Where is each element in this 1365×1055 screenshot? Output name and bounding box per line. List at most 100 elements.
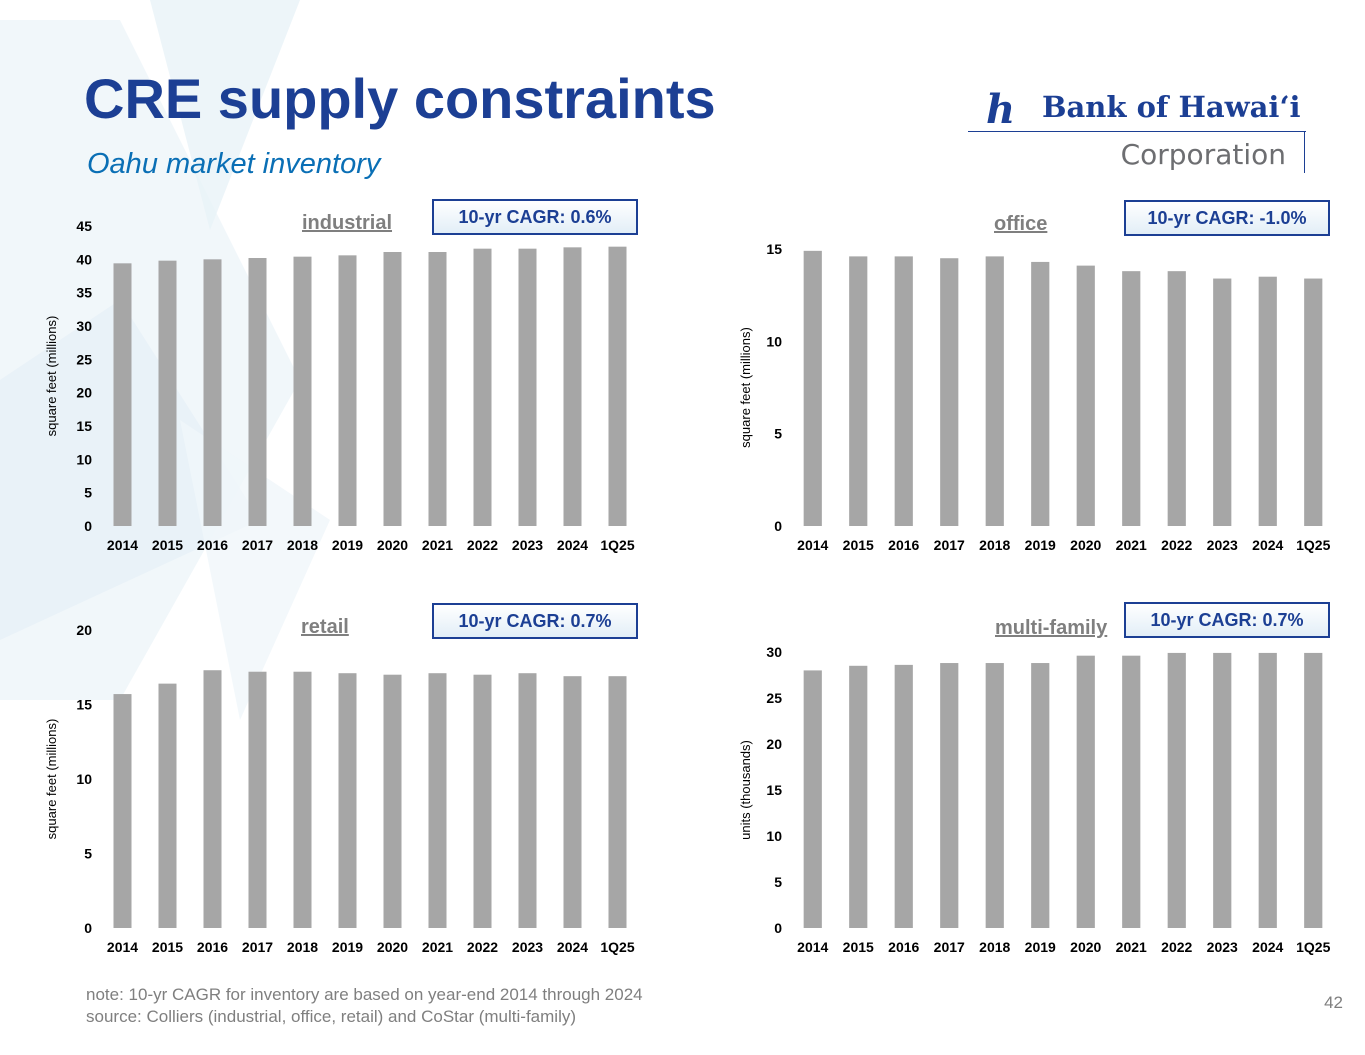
logo-name: Bank of Hawaiʻi <box>1042 90 1301 124</box>
y-tick-label: 10 <box>76 771 92 787</box>
y-tick-label: 40 <box>76 251 92 267</box>
x-tick-label: 2024 <box>1252 939 1283 955</box>
x-tick-label: 2022 <box>467 537 498 553</box>
x-tick-label: 2014 <box>107 939 138 955</box>
x-tick-label: 2019 <box>1025 537 1056 553</box>
x-tick-label: 2023 <box>1207 939 1238 955</box>
bar-office-2017 <box>940 258 959 526</box>
y-tick-label: 20 <box>766 736 782 752</box>
bar-industrial-2018 <box>293 256 312 526</box>
bar-industrial-2023 <box>518 248 537 526</box>
x-tick-label: 2016 <box>197 939 228 955</box>
y-tick-label: 30 <box>766 644 782 660</box>
y-tick-label: 5 <box>84 485 92 501</box>
bar-multifamily-2022 <box>1167 652 1186 928</box>
x-tick-label: 2017 <box>242 537 273 553</box>
chart-retail-cagr-badge: 10-yr CAGR: 0.7% <box>432 603 638 639</box>
bar-office-2020 <box>1076 265 1095 526</box>
x-tick-label: 2021 <box>1116 537 1147 553</box>
bar-office-2023 <box>1213 278 1232 526</box>
chart-multifamily-cagr-badge: 10-yr CAGR: 0.7% <box>1124 602 1330 638</box>
x-tick-label: 2016 <box>888 939 919 955</box>
bar-office-2022 <box>1167 271 1186 526</box>
footnote: note: 10-yr CAGR for inventory are based… <box>86 984 643 1028</box>
bar-industrial-2024 <box>563 247 582 527</box>
bar-office-2019 <box>1031 261 1050 526</box>
x-tick-label: 2019 <box>332 537 363 553</box>
x-tick-label: 2015 <box>152 939 183 955</box>
bar-office-2014 <box>803 250 822 526</box>
bar-office-2018 <box>985 256 1004 526</box>
chart-office-plot: 0 5 10 15 square feet (millions) 2014 2015 2016… <box>738 241 1331 553</box>
bar-multifamily-2015 <box>849 665 868 928</box>
x-tick-label: 2015 <box>152 537 183 553</box>
y-axis-label: units (thousands) <box>738 740 753 840</box>
bar-multifamily-2024 <box>1258 652 1277 928</box>
bar-industrial-2016 <box>203 259 222 526</box>
y-tick-label: 15 <box>76 418 92 434</box>
bar-office-2021 <box>1122 271 1141 526</box>
bar-retail-2020 <box>383 674 402 928</box>
page-title: CRE supply constraints <box>84 67 716 130</box>
bar-industrial-2021 <box>428 252 447 526</box>
logo-corporation: Corporation <box>1120 138 1286 171</box>
chart-retail-plot: 0 5 10 15 20 square feet (millions) 2014 2015 20… <box>44 622 635 955</box>
bar-industrial-2022 <box>473 248 492 526</box>
y-tick-label: 15 <box>766 241 782 257</box>
x-tick-label: 2021 <box>422 939 453 955</box>
y-axis-label: square feet (millions) <box>738 327 753 448</box>
bar-industrial-2014 <box>113 263 132 526</box>
bar-office-2015 <box>849 256 868 526</box>
x-tick-label: 2018 <box>979 939 1010 955</box>
x-tick-label: 1Q25 <box>600 939 634 955</box>
x-tick-label: 2019 <box>1025 939 1056 955</box>
y-tick-label: 5 <box>774 874 782 890</box>
x-tick-label: 2020 <box>1070 537 1101 553</box>
y-tick-label: 20 <box>76 385 92 401</box>
x-tick-label: 2015 <box>843 537 874 553</box>
bar-retail-2022 <box>473 674 492 928</box>
bar-multifamily-2014 <box>803 670 822 928</box>
x-tick-label: 2020 <box>1070 939 1101 955</box>
bar-retail-2015 <box>158 683 177 928</box>
x-tick-label: 2024 <box>1252 537 1283 553</box>
bar-retail-2016 <box>203 670 222 928</box>
page-subtitle: Oahu market inventory <box>87 148 381 180</box>
footnote-source: source: Colliers (industrial, office, re… <box>86 1007 577 1026</box>
x-tick-label: 2018 <box>287 537 318 553</box>
bar-retail-2021 <box>428 673 447 928</box>
footnote-note: note: 10-yr CAGR for inventory are based… <box>86 985 643 1004</box>
bar-multifamily-2018 <box>985 663 1004 928</box>
x-tick-label: 2022 <box>1161 939 1192 955</box>
x-tick-label: 2022 <box>1161 537 1192 553</box>
x-tick-label: 1Q25 <box>1296 939 1330 955</box>
x-tick-label: 1Q25 <box>600 537 634 553</box>
x-tick-label: 2014 <box>107 537 138 553</box>
chart-multifamily-plot: 0 5 10 15 20 25 30 units (thousands) 2014 2015 201… <box>738 644 1331 955</box>
bar-industrial-2020 <box>383 252 402 526</box>
x-tick-label: 2017 <box>934 939 965 955</box>
x-tick-label: 2024 <box>557 537 588 553</box>
y-tick-label: 30 <box>76 318 92 334</box>
chart-industrial-cagr-badge: 10-yr CAGR: 0.6% <box>432 199 638 235</box>
chart-industrial-plot: 0 5 10 15 20 25 30 35 40 45 square feet (millions)… <box>44 218 635 553</box>
bar-retail-2014 <box>113 694 132 928</box>
x-tick-label: 2023 <box>1207 537 1238 553</box>
x-tick-label: 2016 <box>888 537 919 553</box>
logo-vertical-rule <box>1304 131 1305 173</box>
chart-office: 0 5 10 15 square feet (millions) 2014 2015 2016… <box>730 196 1350 566</box>
x-tick-label: 2024 <box>557 939 588 955</box>
y-tick-label: 25 <box>76 351 92 367</box>
y-tick-label: 20 <box>76 622 92 638</box>
y-tick-label: 0 <box>84 518 92 534</box>
bar-industrial-2015 <box>158 260 177 526</box>
y-tick-label: 5 <box>774 426 782 442</box>
x-tick-label: 2018 <box>287 939 318 955</box>
y-tick-label: 0 <box>774 920 782 936</box>
x-tick-label: 2014 <box>797 939 828 955</box>
chart-office-title: office <box>994 213 1048 235</box>
y-axis-label: square feet (millions) <box>44 719 59 840</box>
y-tick-label: 15 <box>76 697 92 713</box>
x-tick-label: 2021 <box>422 537 453 553</box>
x-tick-label: 2014 <box>797 537 828 553</box>
